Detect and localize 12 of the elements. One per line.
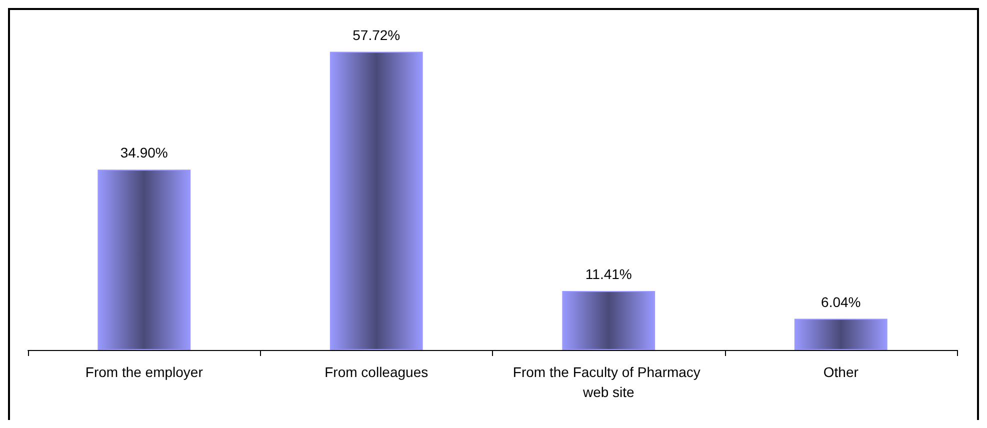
- x-tick-label: From the employer: [85, 364, 204, 380]
- bar: [330, 52, 423, 350]
- bar: [794, 318, 888, 350]
- bar: [562, 291, 656, 350]
- x-tick-label: Other: [823, 364, 859, 380]
- bar: [98, 170, 191, 350]
- x-tick-label: From the Faculty of Pharmacy web site: [512, 364, 704, 400]
- data-label: 6.04%: [821, 294, 861, 310]
- x-tick-label: From colleagues: [324, 364, 428, 380]
- data-label: 11.41%: [585, 266, 632, 282]
- data-label: 34.90%: [120, 144, 168, 161]
- data-label: 57.72%: [352, 26, 400, 43]
